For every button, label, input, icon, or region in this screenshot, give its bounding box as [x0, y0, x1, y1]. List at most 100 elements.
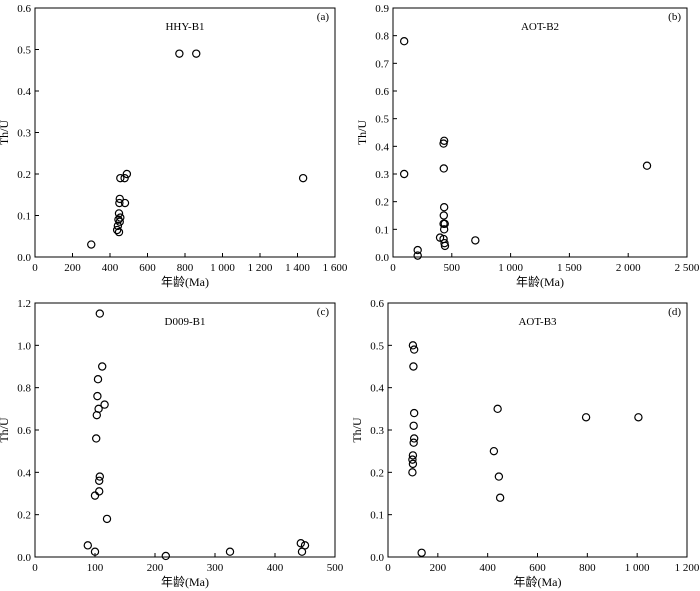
panel-label: (d)	[668, 306, 681, 318]
y-tick-label: 1.0	[17, 340, 31, 352]
x-tick-label: 800	[177, 262, 194, 274]
x-tick-label: 400	[479, 562, 496, 574]
y-tick-label: 0.4	[17, 86, 31, 98]
y-tick-label: 0.9	[375, 3, 389, 15]
data-point	[112, 225, 122, 235]
data-point	[115, 217, 124, 226]
x-tick-label: 0	[385, 562, 391, 574]
y-axis-label: Th/U	[0, 120, 11, 146]
y-tick-label: 0.1	[17, 211, 31, 223]
y-tick-label: 0.4	[375, 141, 389, 153]
data-point	[83, 541, 93, 550]
y-tick-label: 0.2	[375, 197, 389, 209]
data-point	[409, 362, 418, 371]
data-point	[408, 455, 417, 464]
y-tick-label: 0.2	[17, 169, 31, 181]
y-tick-label: 1.2	[17, 298, 31, 310]
y-tick-label: 0.3	[17, 128, 31, 140]
x-tick-label: 2 000	[616, 262, 641, 274]
data-point	[120, 173, 129, 183]
y-tick-label: 0.6	[375, 86, 389, 98]
x-tick-label: 600	[529, 562, 546, 574]
data-point	[399, 37, 409, 46]
x-tick-label: 100	[87, 562, 104, 574]
data-point	[225, 547, 235, 556]
y-tick-label: 0.0	[17, 252, 31, 264]
data-point	[440, 241, 450, 251]
y-axis-label: Th/U	[0, 417, 11, 443]
x-tick-label: 0	[390, 262, 396, 274]
x-tick-label: 1 600	[323, 262, 348, 274]
panel-c: 0 100 200 300 400 500 0.0 0.2 0.4 0.6 0.8 1.0 1.2 年龄(…	[0, 298, 344, 589]
data-point	[90, 547, 100, 556]
data-point	[409, 434, 419, 443]
data-point	[493, 404, 502, 414]
data-point	[399, 169, 409, 179]
data-point	[115, 198, 124, 208]
x-tick-label: 0	[32, 262, 38, 274]
panel-label: (c)	[317, 306, 330, 318]
data-point	[95, 309, 105, 318]
data-point	[116, 173, 125, 183]
data-point	[94, 487, 104, 496]
x-axis-label: 年龄(Ma)	[161, 275, 209, 289]
panel-b: 0 500 1 000 1 500 2 000 2 500 0.0 0.1 0.2 0.3 0.4 0…	[355, 3, 700, 289]
x-axis-label: 年龄(Ma)	[516, 275, 564, 289]
data-point	[439, 211, 449, 220]
data-point	[114, 209, 124, 218]
y-tick-label: 0.0	[17, 552, 31, 564]
data-point	[489, 446, 499, 456]
data-point	[642, 161, 652, 170]
data-point	[409, 438, 418, 447]
data-point	[495, 493, 505, 502]
x-tick-label: 200	[64, 262, 81, 274]
x-tick-label: 500	[327, 562, 344, 574]
data-point	[439, 164, 449, 173]
data-point	[296, 539, 305, 548]
panel-label: (b)	[668, 11, 681, 23]
sample-label: AOT-B2	[521, 21, 559, 33]
data-point	[408, 459, 418, 469]
data-point	[114, 215, 123, 224]
x-tick-label: 1 000	[625, 562, 650, 574]
x-tick-label: 2 500	[675, 262, 700, 274]
data-point	[93, 391, 102, 401]
data-point	[122, 169, 132, 179]
data-point	[115, 194, 124, 204]
y-tick-label: 0.6	[17, 3, 31, 15]
data-point	[94, 476, 104, 485]
data-point	[91, 434, 101, 443]
data-point	[417, 548, 426, 557]
y-tick-label: 0.6	[370, 298, 384, 310]
y-tick-label: 0.6	[17, 425, 31, 437]
data-point	[439, 139, 448, 148]
data-point	[114, 227, 124, 237]
y-tick-label: 0.1	[370, 510, 384, 522]
x-axis-label: 年龄(Ma)	[514, 575, 562, 589]
y-tick-label: 0.8	[17, 383, 31, 395]
y-tick-label: 0.5	[17, 45, 31, 57]
sample-label: D009-B1	[165, 316, 206, 328]
data-point	[409, 421, 418, 430]
data-point	[298, 173, 308, 183]
plot-frame	[387, 302, 688, 558]
data-point	[409, 408, 419, 418]
panel-d: 0 200 400 600 800 1 000 1 200 0.0 0.1 0.2 0.3 0.4 0.…	[350, 298, 700, 589]
x-tick-label: 500	[444, 262, 461, 274]
y-tick-label: 0.5	[370, 340, 384, 352]
y-tick-label: 0.7	[375, 58, 389, 70]
x-tick-label: 800	[579, 562, 596, 574]
y-tick-label: 0.0	[375, 252, 389, 264]
data-point	[94, 404, 103, 414]
y-tick-label: 0.3	[370, 425, 384, 437]
y-tick-label: 0.3	[375, 169, 389, 181]
data-point	[90, 491, 100, 500]
x-tick-label: 0	[32, 562, 38, 574]
plot-frame	[34, 7, 336, 258]
x-tick-label: 400	[102, 262, 119, 274]
plot-frame	[392, 7, 688, 258]
x-tick-label: 1 000	[498, 262, 523, 274]
y-tick-label: 0.8	[375, 31, 389, 43]
data-point	[175, 49, 184, 58]
x-tick-label: 1 200	[675, 562, 700, 574]
